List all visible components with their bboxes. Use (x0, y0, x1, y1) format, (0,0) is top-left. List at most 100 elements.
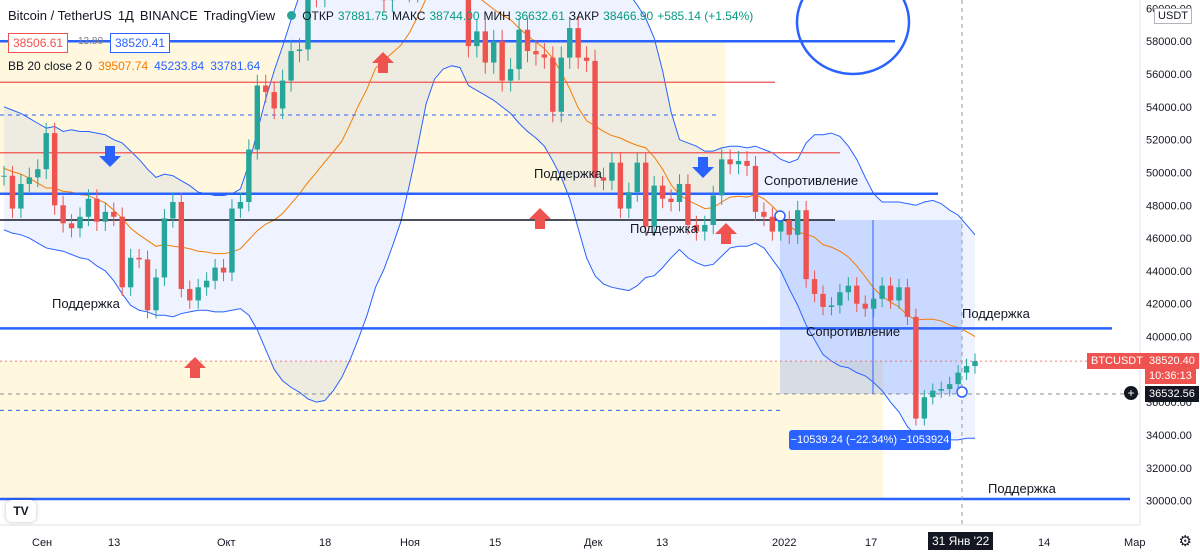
symbol-name[interactable]: Bitcoin / TetherUS (8, 8, 112, 23)
x-tick-label: 13 (656, 537, 668, 549)
candle-body (51, 133, 58, 206)
y-tick-label: 32000.00 (1146, 463, 1192, 475)
candle-body (550, 57, 556, 112)
candle-body (854, 285, 860, 304)
candle-body (634, 162, 640, 193)
candle-body (921, 397, 928, 419)
candle-body (85, 198, 92, 217)
buy-price-box[interactable]: 38520.41 (110, 33, 171, 53)
candle-body (794, 210, 801, 235)
x-tick-label: Дек (584, 537, 603, 549)
y-tick-label: 46000.00 (1146, 233, 1192, 245)
candle-body (516, 29, 522, 70)
candle-body (507, 69, 514, 81)
candle-body (896, 287, 902, 301)
candle-body (659, 185, 666, 199)
last-price-tag: 38520.40 (1145, 353, 1199, 369)
candle-body (930, 390, 936, 398)
candle-body (643, 162, 649, 227)
candle-body (938, 389, 944, 391)
candle-body (9, 175, 16, 209)
candle-body (94, 198, 100, 222)
x-tick-label: 13 (108, 537, 120, 549)
candle-body (271, 92, 277, 109)
candle-body (946, 384, 953, 390)
bb-legend[interactable]: BB 20 close 2 0 39507.74 45233.84 33781.… (8, 59, 261, 73)
x-tick-label: 14 (1038, 537, 1050, 549)
candle-body (491, 41, 497, 63)
candle-body (170, 202, 176, 219)
candle-body (26, 177, 33, 184)
support-label-2: Поддержка (534, 166, 602, 181)
x-tick-label: Сен (32, 537, 52, 549)
up-arrow-icon (529, 208, 551, 229)
candle-body (913, 316, 919, 419)
candle-body (870, 298, 877, 309)
candle-body (153, 277, 159, 311)
candle-body (279, 80, 286, 109)
candle-body (533, 51, 539, 55)
candle-body (617, 162, 624, 209)
candle-body (288, 51, 294, 81)
crosshair-price-tag: 36532.56 (1145, 386, 1199, 402)
support-label-4: Поддержка (962, 306, 1030, 321)
candle-body (524, 29, 531, 52)
candle-body (845, 285, 852, 293)
candle-body (212, 267, 218, 281)
candle-body (77, 216, 83, 229)
bb-upper-line (3, 0, 976, 236)
candle-body (735, 160, 742, 165)
candle-body (187, 288, 193, 301)
crosshair-date-tag: 31 Янв '22 (928, 532, 994, 550)
candle-body (237, 202, 244, 209)
candle-body (651, 185, 657, 227)
candle-body (744, 160, 750, 166)
candle-body (685, 183, 691, 225)
candle-body (803, 210, 809, 280)
candle-body (499, 41, 505, 81)
sell-price-box[interactable]: 38506.61 (8, 33, 69, 53)
add-alert-icon[interactable]: + (1124, 386, 1138, 400)
candle-body (963, 366, 970, 373)
candle-body (592, 60, 598, 178)
resistance-label-1: Сопротивление (764, 173, 859, 188)
crosshair-marker (956, 386, 968, 398)
y-tick-label: 56000.00 (1146, 69, 1192, 81)
candle-body (778, 220, 784, 232)
candle-body (119, 216, 125, 288)
measure-tool-label[interactable]: −10539.24 (−22.34%) −1053924 (789, 430, 951, 450)
countdown-tag: 10:36:13 (1145, 368, 1196, 384)
candle-body (820, 293, 826, 307)
candle-body (229, 208, 235, 273)
candle-body (246, 149, 252, 202)
tradingview-logo[interactable]: TV (6, 500, 36, 522)
candle-body (583, 57, 590, 61)
candle-body (136, 257, 142, 260)
candle-body (195, 287, 201, 301)
x-tick-label: 15 (489, 537, 501, 549)
resistance-label-2: Сопротивление (806, 324, 901, 339)
candle-body (482, 31, 488, 63)
down-arrow-icon (99, 146, 121, 167)
zone-upper (0, 41, 725, 194)
interval[interactable]: 1Д (117, 8, 134, 23)
candle-body (127, 257, 134, 288)
candle-body (955, 372, 961, 385)
up-arrow-icon (184, 357, 206, 378)
candle-body (862, 303, 868, 309)
symbol-tag: BTCUSDT (1087, 353, 1147, 369)
candle-body (305, 0, 311, 50)
currency-label[interactable]: USDT (1154, 8, 1192, 24)
candle-body (43, 133, 49, 170)
candle-body (904, 287, 911, 317)
y-tick-label: 44000.00 (1146, 266, 1192, 278)
y-tick-label: 54000.00 (1146, 102, 1192, 114)
candle-body (828, 305, 835, 307)
candle-body (668, 198, 674, 202)
y-tick-label: 40000.00 (1146, 332, 1192, 344)
gear-icon[interactable]: ⚙ (1178, 533, 1192, 550)
candle-body (727, 159, 733, 165)
candle-body (296, 49, 303, 52)
candle-body (702, 224, 708, 232)
